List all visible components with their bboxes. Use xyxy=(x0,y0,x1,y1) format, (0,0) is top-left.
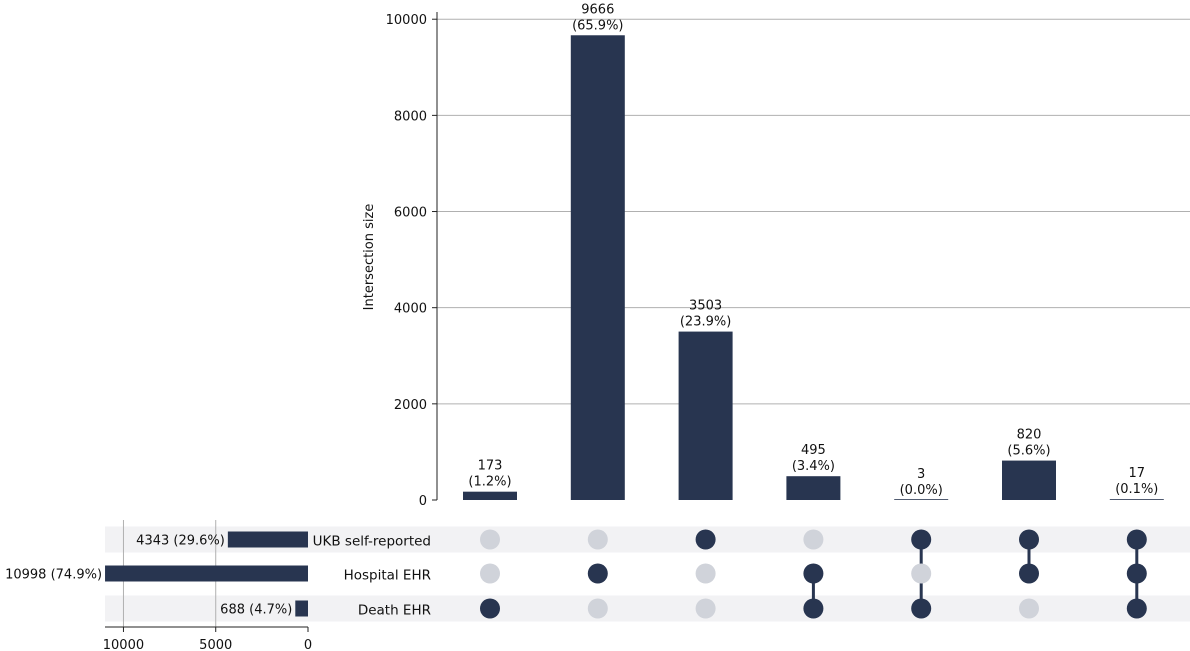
set-labels: UKB self-reported Hospital EHR Death EHR xyxy=(313,534,431,619)
matrix-dot-active xyxy=(1126,598,1147,619)
bar-count-label: 17 xyxy=(1129,466,1146,481)
bar-percent-label: (1.2%) xyxy=(468,475,511,490)
y-tick-label: 8000 xyxy=(394,109,427,124)
matrix-row-stripes xyxy=(105,526,1190,622)
set-size-bars: 4343 (29.6%) 10998 (74.9%) 688 (4.7%) xyxy=(5,531,308,618)
intersection-bar xyxy=(1109,499,1164,500)
set-size-bar xyxy=(105,565,308,582)
matrix-dot-inactive xyxy=(695,563,716,584)
intersection-bar xyxy=(894,499,949,500)
bar-count-label: 820 xyxy=(1017,428,1042,443)
intersection-bars xyxy=(463,35,1164,501)
set-label-hospital-ehr: Hospital EHR xyxy=(344,568,431,584)
intersection-bar xyxy=(678,331,733,500)
set-size-label: 10998 (74.9%) xyxy=(5,568,102,583)
row-stripe-death-ehr xyxy=(105,595,1190,622)
set-size-tick-label: 5000 xyxy=(199,638,232,651)
intersection-matrix xyxy=(480,529,1147,619)
intersection-bar xyxy=(1002,460,1056,500)
y-tick-label: 0 xyxy=(419,494,427,509)
bar-percent-label: (23.9%) xyxy=(680,315,731,330)
intersection-y-axis: 0 2000 4000 6000 8000 10000 xyxy=(386,12,438,509)
y-tick-label: 4000 xyxy=(394,302,427,317)
matrix-dot-active xyxy=(1019,563,1039,584)
matrix-dot-active xyxy=(803,598,824,619)
set-size-bar xyxy=(227,531,308,548)
set-size-tick-label: 10000 xyxy=(103,638,144,651)
matrix-dot-inactive xyxy=(803,529,824,550)
intersection-bar xyxy=(786,476,841,500)
set-label-ukb-self-reported: UKB self-reported xyxy=(313,534,431,550)
y-tick-label: 6000 xyxy=(394,206,427,221)
matrix-dot-active xyxy=(695,529,716,550)
matrix-dot-active xyxy=(587,563,608,584)
bar-count-label: 173 xyxy=(478,459,503,474)
matrix-dot-inactive xyxy=(1019,598,1039,619)
bar-percent-label: (5.6%) xyxy=(1007,444,1050,459)
set-size-tick-label: 0 xyxy=(304,638,312,651)
matrix-dot-active xyxy=(803,563,824,584)
matrix-dot-inactive xyxy=(587,529,608,550)
set-label-death-ehr: Death EHR xyxy=(358,603,431,619)
y-tick-label: 10000 xyxy=(386,13,427,28)
matrix-dot-active xyxy=(480,598,500,619)
bar-percent-label: (0.1%) xyxy=(1115,482,1158,497)
bar-percent-label: (0.0%) xyxy=(900,483,943,498)
matrix-dot-inactive xyxy=(480,529,500,550)
bar-percent-label: (3.4%) xyxy=(792,459,835,474)
set-size-bar xyxy=(295,600,308,617)
y-tick-label: 2000 xyxy=(394,398,427,413)
intersection-gridlines xyxy=(437,18,1190,405)
matrix-dot-inactive xyxy=(911,563,932,584)
intersection-bar xyxy=(570,35,625,501)
intersection-bar-labels: 173(1.2%)9666(65.9%)3503(23.9%)495(3.4%)… xyxy=(468,2,1158,498)
matrix-dot-inactive xyxy=(587,598,608,619)
y-axis-title: Intersection size xyxy=(362,204,377,311)
set-size-x-axis: 10000 5000 0 xyxy=(103,626,312,651)
matrix-dot-inactive xyxy=(480,563,500,584)
matrix-dot-active xyxy=(911,529,932,550)
bar-count-label: 3503 xyxy=(689,299,722,314)
intersection-bar xyxy=(463,491,517,500)
set-size-label: 4343 (29.6%) xyxy=(136,534,225,549)
bar-count-label: 9666 xyxy=(581,2,614,17)
bar-count-label: 495 xyxy=(801,443,826,458)
bar-count-label: 3 xyxy=(917,467,925,482)
matrix-dot-active xyxy=(1126,563,1147,584)
matrix-dot-inactive xyxy=(695,598,716,619)
matrix-dot-active xyxy=(1019,529,1039,550)
set-size-label: 688 (4.7%) xyxy=(220,603,292,618)
matrix-dot-active xyxy=(911,598,932,619)
bar-percent-label: (65.9%) xyxy=(572,18,623,33)
matrix-dot-active xyxy=(1126,529,1147,550)
